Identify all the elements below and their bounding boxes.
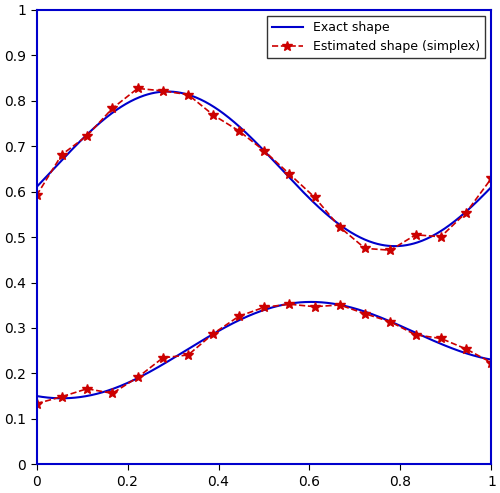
Legend: Exact shape, Estimated shape (simplex): Exact shape, Estimated shape (simplex) xyxy=(267,16,485,58)
